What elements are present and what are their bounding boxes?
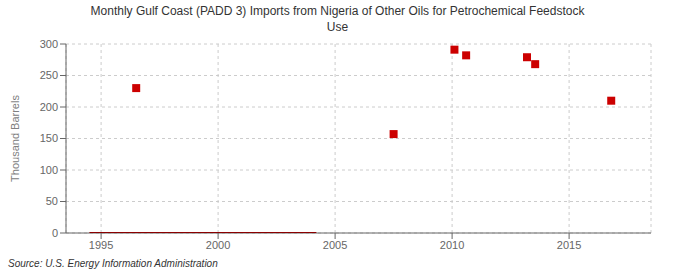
svg-text:2010: 2010 — [440, 239, 464, 251]
svg-text:1995: 1995 — [89, 239, 113, 251]
svg-text:250: 250 — [40, 69, 58, 81]
html-text:Use: Use — [326, 20, 349, 34]
svg-text:150: 150 — [40, 132, 58, 144]
svg-text:2015: 2015 — [557, 239, 581, 251]
svg-text:2000: 2000 — [206, 239, 230, 251]
svg-text:2005: 2005 — [323, 239, 347, 251]
svg-text:50: 50 — [46, 195, 58, 207]
svg-text:0: 0 — [52, 227, 58, 239]
html-text:Source: U.S. Energy Informatio: Source: U.S. Energy Information Administ… — [8, 258, 218, 269]
svg-text:200: 200 — [40, 101, 58, 113]
svg-text:300: 300 — [40, 38, 58, 50]
svg-text:Thousand Barrels: Thousand Barrels — [9, 95, 21, 182]
svg-text:100: 100 — [40, 164, 58, 176]
html-text:Monthly Gulf Coast (PADD 3) Im: Monthly Gulf Coast (PADD 3) Imports from… — [90, 4, 585, 18]
